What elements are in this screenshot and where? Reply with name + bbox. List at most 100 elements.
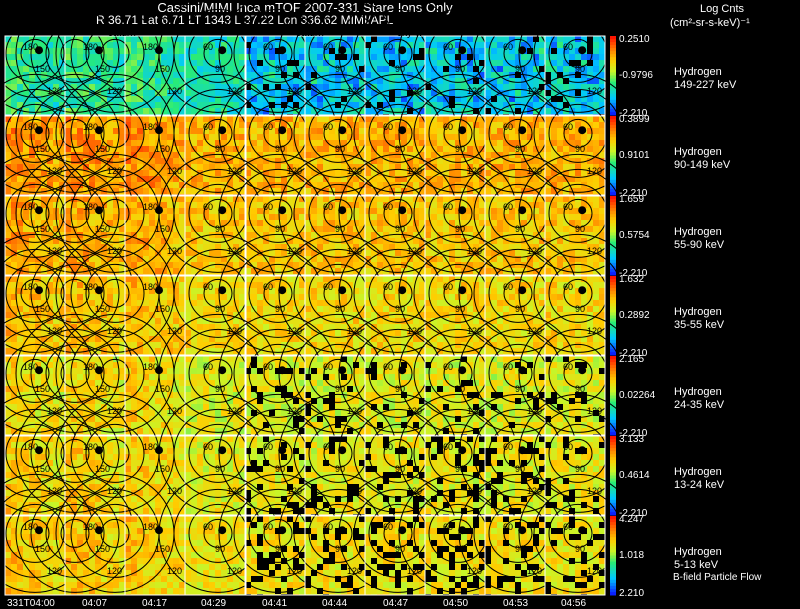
colorbar-max-1: 0.3899 (619, 114, 650, 125)
contour-label: 60 (323, 362, 333, 372)
contour-label: 90 (215, 384, 225, 394)
contour-label: 60 (263, 442, 273, 452)
contour-label: 120 (347, 246, 362, 256)
contour-label: 180 (23, 282, 38, 292)
contour-label: 120 (587, 566, 602, 576)
colorbar-min-6: 2.210 (619, 588, 645, 599)
contour-label: 90 (335, 144, 345, 154)
contour-label: 90 (215, 464, 225, 474)
contour-label: 180 (143, 522, 158, 532)
contour-label: 60 (263, 202, 273, 212)
contour-label: 120 (47, 566, 62, 576)
contour-label: 180 (83, 282, 98, 292)
contour-label: 120 (167, 246, 182, 256)
panel-3-frame-7: 60 90 120 (398, 233, 518, 356)
contour-label: 180 (83, 362, 98, 372)
species-label-0: Hydrogen (674, 66, 722, 78)
species-label-3: Hydrogen (674, 306, 722, 318)
contour-label: 120 (527, 406, 542, 416)
colorbar-mid-5: 0.4614 (619, 470, 650, 481)
panel-5-frame-5: 60 90 120 (278, 393, 398, 516)
panel-4-frame-7: 60 90 120 (398, 313, 518, 436)
contour-label: 120 (467, 566, 482, 576)
panel-2-frame-2: 180 150 120 (55, 153, 186, 276)
contour-label: 120 (227, 406, 242, 416)
species-label-5: Hydrogen (674, 466, 722, 478)
colorbar-max-5: 3.133 (619, 434, 645, 445)
colorbar-mid-2: 0.5754 (619, 230, 650, 241)
contour-label: 90 (575, 224, 585, 234)
contour-label: 150 (35, 544, 50, 554)
contour-label: 90 (275, 144, 285, 154)
contour-label: 180 (143, 42, 158, 52)
contour-label: 150 (95, 384, 110, 394)
contour-label: 60 (203, 282, 213, 292)
contour-label: 180 (143, 282, 158, 292)
contour-label: 90 (215, 64, 225, 74)
panel-4-frame-3: 60 90 120 (158, 313, 278, 436)
panel-5-frame-6: 60 90 120 (338, 393, 458, 516)
contour-label: 90 (335, 304, 345, 314)
contour-label: 60 (383, 362, 393, 372)
energy-label-1: 90-149 keV (674, 159, 731, 171)
contour-label: 180 (83, 122, 98, 132)
contour-label: 60 (443, 442, 453, 452)
contour-label: 90 (515, 144, 525, 154)
contour-label: 60 (443, 282, 453, 292)
panel-6: 180 150 120 180 150 120 180 150 120 60 90 120 60 90 12… (0, 473, 638, 596)
colorbar-min-3: -2.210 (619, 348, 648, 359)
contour-label: 60 (443, 362, 453, 372)
contour-label: 60 (263, 282, 273, 292)
contour-label: 180 (143, 442, 158, 452)
panel-6-frame-7: 60 90 120 (398, 473, 518, 596)
energy-label-2: 55-90 keV (674, 239, 725, 251)
contour-label: 120 (227, 86, 242, 96)
contour-label: 90 (215, 224, 225, 234)
contour-label: 90 (575, 64, 585, 74)
contour-label: 90 (275, 544, 285, 554)
contour-label: 120 (167, 486, 182, 496)
contour-label: 60 (323, 42, 333, 52)
colorbar-mid-6: 1.018 (619, 550, 645, 561)
contour-label: 90 (515, 384, 525, 394)
colorbar-mid-3: 0.2892 (619, 310, 650, 321)
contour-label: 180 (83, 202, 98, 212)
contour-label: 120 (527, 246, 542, 256)
contour-label: 90 (215, 304, 225, 314)
contour-label: 150 (95, 64, 110, 74)
contour-label: 120 (347, 406, 362, 416)
contour-label: 60 (383, 202, 393, 212)
contour-label: 60 (203, 202, 213, 212)
contour-label: 120 (407, 246, 422, 256)
contour-label: 60 (203, 362, 213, 372)
energy-label-3: 35-55 keV (674, 319, 725, 331)
contour-label: 60 (563, 362, 573, 372)
contour-label: 120 (347, 86, 362, 96)
contour-label: 150 (155, 544, 170, 554)
panel-6-frame-0: 180 150 120 (0, 473, 95, 596)
contour-label: 150 (35, 304, 50, 314)
contour-label: 90 (455, 464, 465, 474)
colorbar-max-4: 2.165 (619, 354, 645, 365)
panel-0-frame-0: 180 150 120 (0, 0, 95, 116)
panel-5-frame-9: 60 90 120 (518, 393, 638, 516)
contour-label: 90 (275, 304, 285, 314)
contour-label: 120 (47, 326, 62, 336)
contour-label: 120 (107, 326, 122, 336)
flow-label: B-field Particle Flow (673, 572, 762, 583)
contour-label: 120 (527, 566, 542, 576)
contour-label: 180 (83, 42, 98, 52)
contour-label: 120 (107, 246, 122, 256)
contour-label: 90 (275, 384, 285, 394)
contour-label: 90 (515, 224, 525, 234)
contour-label: 180 (143, 362, 158, 372)
contour-label: 120 (167, 326, 182, 336)
contour-label: 90 (275, 64, 285, 74)
overlay-label-1: saturn (296, 28, 324, 39)
contour-label: 120 (527, 86, 542, 96)
x-tick-4: 04:41 (262, 598, 288, 609)
contour-label: 120 (347, 566, 362, 576)
contour-label: 150 (155, 304, 170, 314)
panel-5: 180 150 120 180 150 120 180 150 120 60 90 120 60 90 12… (0, 393, 638, 516)
panel-3-frame-9: 60 90 120 (518, 233, 638, 356)
